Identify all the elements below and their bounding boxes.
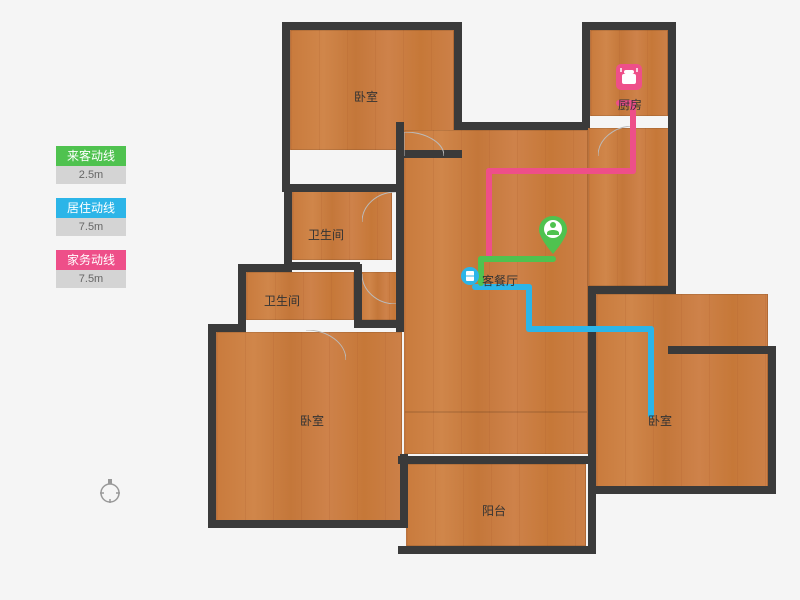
resident-path	[526, 284, 532, 332]
wall	[454, 122, 588, 130]
wall	[582, 22, 590, 128]
legend-item-resident: 居住动线 7.5m	[56, 198, 126, 236]
wall	[208, 324, 216, 528]
wall	[582, 22, 676, 30]
room-label: 卫生间	[264, 292, 300, 309]
wall	[284, 184, 398, 192]
legend-label: 来客动线	[56, 146, 126, 166]
room-bedroom-right	[596, 294, 768, 490]
door-arc	[306, 330, 346, 360]
wall	[398, 456, 596, 464]
wall	[398, 546, 596, 554]
door-icon	[460, 266, 480, 286]
door-arc	[362, 192, 396, 222]
wall	[208, 520, 408, 528]
room-living-low	[404, 412, 588, 454]
room-label: 卫生间	[308, 226, 344, 243]
wall	[454, 22, 462, 130]
wall	[668, 346, 776, 354]
wall	[282, 22, 290, 192]
wall	[588, 286, 676, 294]
wall	[668, 122, 676, 292]
wall	[668, 22, 676, 122]
compass-icon	[96, 476, 124, 509]
legend: 来客动线 2.5m 居住动线 7.5m 家务动线 7.5m	[56, 146, 126, 302]
room-label: 客餐厅	[482, 272, 518, 289]
wall	[588, 486, 776, 494]
room-label: 卧室	[648, 412, 672, 429]
floor-plan: 卧室 厨房 卫生间 卫生间 客餐厅 卧室 卧室 阳台	[198, 16, 778, 576]
legend-value: 7.5m	[56, 218, 126, 236]
room-label: 卧室	[300, 412, 324, 429]
legend-label: 家务动线	[56, 250, 126, 270]
wall	[284, 262, 360, 270]
wall	[768, 346, 776, 494]
wall	[238, 264, 246, 328]
legend-value: 2.5m	[56, 166, 126, 184]
legend-value: 7.5m	[56, 270, 126, 288]
wall	[400, 454, 408, 528]
resident-path	[526, 326, 654, 332]
person-marker-icon	[538, 216, 568, 254]
legend-item-chore: 家务动线 7.5m	[56, 250, 126, 288]
wall	[282, 22, 462, 30]
wall	[354, 264, 362, 328]
wall	[582, 114, 590, 122]
visitor-path	[478, 256, 556, 262]
wall	[284, 184, 292, 272]
legend-label: 居住动线	[56, 198, 126, 218]
door-arc	[362, 274, 396, 304]
room-label: 阳台	[482, 502, 506, 519]
legend-item-visitor: 来客动线 2.5m	[56, 146, 126, 184]
wall	[588, 286, 596, 494]
chore-path	[486, 168, 636, 174]
door-arc	[598, 126, 634, 156]
room-label: 卧室	[354, 88, 378, 105]
resident-path	[648, 326, 654, 418]
stove-icon	[614, 62, 644, 92]
door-arc	[404, 132, 444, 156]
chore-path	[486, 168, 492, 258]
room-label: 厨房	[618, 96, 642, 113]
